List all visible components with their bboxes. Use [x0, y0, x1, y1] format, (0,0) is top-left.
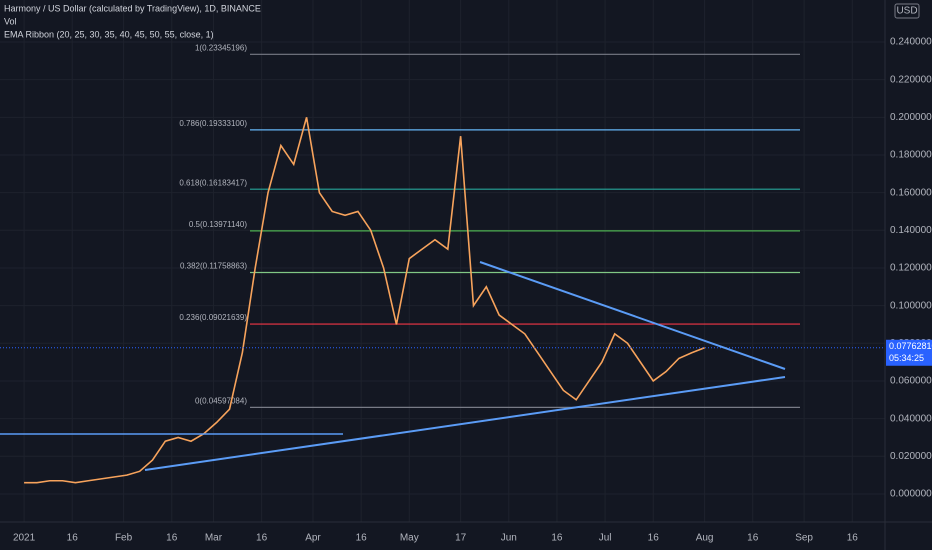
- trendline-upper: [479, 261, 786, 370]
- fib-label: 0.236(0.09021639): [179, 313, 247, 322]
- y-tick-label: 0.16000000: [890, 187, 932, 198]
- indicator: Vol: [4, 16, 17, 26]
- fib-label: 0.786(0.19333100): [179, 119, 247, 128]
- x-tick-label: Aug: [696, 533, 714, 544]
- x-tick-label: Sep: [795, 533, 813, 544]
- x-tick-label: Jun: [501, 533, 517, 544]
- countdown: 05:34:25: [889, 353, 924, 363]
- x-tick-label: Jul: [599, 533, 612, 544]
- y-tick-label: 0.06000000: [890, 376, 932, 387]
- fib-label: 0(0.04597084): [195, 396, 247, 405]
- y-tick-label: 0.04000000: [890, 413, 932, 424]
- y-tick-label: 0.22000000: [890, 74, 932, 85]
- trendline-lower: [144, 376, 786, 471]
- x-tick-label: 2021: [13, 533, 36, 544]
- grid: [0, 0, 885, 522]
- x-tick-label: 16: [356, 533, 368, 544]
- y-tick-label: 0.12000000: [890, 263, 932, 274]
- currency[interactable]: USD: [896, 6, 917, 17]
- y-tick-label: 0.18000000: [890, 150, 932, 161]
- x-tick-label: 16: [256, 533, 268, 544]
- fib-label: 1(0.23345196): [195, 43, 247, 52]
- price-line: [24, 117, 705, 484]
- y-tick-label: 0.00000000: [890, 489, 932, 500]
- plot: 1(0.23345196) 0.786(0.19333100) 0.618(0.16…: [0, 43, 885, 484]
- y-tick-label: 0.02000000: [890, 451, 932, 462]
- last-price-label: 0.07762810: [889, 341, 932, 351]
- y-tick-label: 0.10000000: [890, 300, 932, 311]
- x-tick-label: May: [400, 533, 419, 544]
- currency-badge[interactable]: [894, 3, 920, 19]
- y-tick-label: 0.14000000: [890, 225, 932, 236]
- x-tick-label: 16: [847, 533, 859, 544]
- fib-label: 0.5(0.13971140): [189, 220, 247, 229]
- last-price-tag: [886, 339, 932, 366]
- x-tick-label: 16: [166, 533, 178, 544]
- x-tick-label: 16: [67, 533, 79, 544]
- x-tick-label: Apr: [305, 533, 321, 544]
- indicator: EMA Ribbon (20, 25, 30, 35, 40, 45, 50, …: [4, 29, 214, 39]
- y-tick-label: 0.20000000: [890, 112, 932, 123]
- x-tick-label: 16: [551, 533, 563, 544]
- x-tick-label: Feb: [115, 533, 133, 544]
- fib-label: 0.382(0.11758863): [180, 262, 247, 271]
- symbol-title: Harmony / US Dollar (calculated by Tradi…: [4, 3, 261, 13]
- x-tick-label: Mar: [205, 533, 223, 544]
- fib-label: 0.618(0.16183417): [179, 178, 247, 187]
- x-tick-label: 16: [747, 533, 759, 544]
- x-tick-label: 17: [455, 533, 467, 544]
- x-tick-label: 16: [648, 533, 660, 544]
- y-tick-label: 0.24000000: [890, 37, 932, 48]
